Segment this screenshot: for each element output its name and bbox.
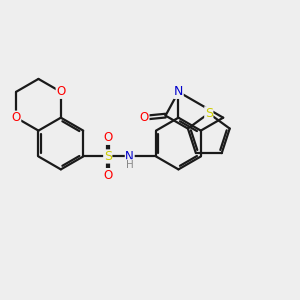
Text: O: O — [103, 131, 112, 144]
Text: O: O — [103, 169, 112, 182]
Text: S: S — [205, 107, 213, 120]
Text: N: N — [174, 85, 183, 98]
Text: H: H — [126, 160, 134, 170]
Text: S: S — [104, 150, 112, 163]
Text: O: O — [140, 111, 149, 124]
Text: O: O — [56, 85, 65, 98]
Text: N: N — [125, 150, 134, 163]
Text: O: O — [11, 111, 21, 124]
